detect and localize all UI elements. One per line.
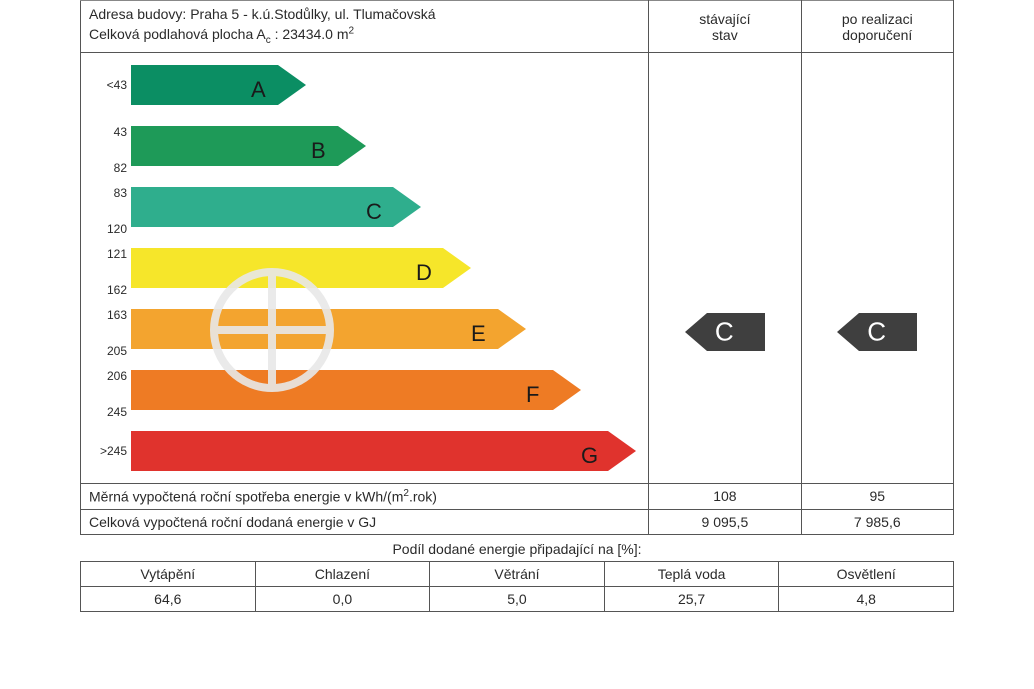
indicator-current-cell: C — [649, 53, 801, 484]
bar-shape — [131, 65, 306, 105]
bar-shape — [131, 126, 366, 166]
range-label: <43 — [89, 79, 127, 92]
rating-indicator: C — [837, 313, 917, 351]
share-header: Osvětlení — [779, 561, 954, 586]
share-table: VytápěníChlazeníVětráníTeplá vodaOsvětle… — [80, 561, 954, 612]
share-header: Vytápění — [81, 561, 256, 586]
specific-consumption-after: 95 — [801, 484, 953, 510]
bar-shape — [131, 309, 526, 349]
range-label-hi: 82 — [89, 162, 127, 175]
range-label-lo: 163 — [89, 309, 127, 322]
share-header: Chlazení — [255, 561, 430, 586]
indicator-letter: C — [715, 316, 734, 347]
share-value: 5,0 — [430, 586, 605, 611]
bar-shape — [131, 370, 581, 410]
energy-bar-b: 43 82 B — [81, 122, 648, 179]
specific-consumption-current: 108 — [649, 484, 801, 510]
range-label-lo: 121 — [89, 248, 127, 261]
energy-bar-e: 163 205 E — [81, 305, 648, 362]
total-energy-current: 9 095,5 — [649, 509, 801, 534]
range-label-lo: 83 — [89, 187, 127, 200]
address-line: Adresa budovy: Praha 5 - k.ú.Stodůlky, u… — [89, 6, 436, 22]
energy-bar-c: 83 120 C — [81, 183, 648, 240]
energy-bar-f: 206 245 F — [81, 366, 648, 423]
range-label-hi: 162 — [89, 284, 127, 297]
bar-shape — [131, 431, 636, 471]
share-value: 0,0 — [255, 586, 430, 611]
share-header: Teplá voda — [604, 561, 779, 586]
range-label: >245 — [89, 445, 127, 458]
bar-letter: B — [311, 138, 326, 164]
share-value: 64,6 — [81, 586, 256, 611]
bar-letter: A — [251, 77, 266, 103]
energy-bar-g: >245 G — [81, 427, 648, 484]
range-label-lo: 206 — [89, 370, 127, 383]
indicator-letter: C — [867, 316, 886, 347]
specific-consumption-label: Měrná vypočtená roční spotřeba energie v… — [81, 484, 649, 510]
range-label-lo: 43 — [89, 126, 127, 139]
rating-indicator: C — [685, 313, 765, 351]
share-value: 4,8 — [779, 586, 954, 611]
share-header: Větrání — [430, 561, 605, 586]
range-label-hi: 205 — [89, 345, 127, 358]
bar-letter: E — [471, 321, 486, 347]
energy-certificate-table: Adresa budovy: Praha 5 - k.ú.Stodůlky, u… — [80, 0, 954, 535]
energy-bar-a: <43 A — [81, 61, 648, 118]
col-after-header: po realizacidoporučení — [801, 1, 953, 53]
range-label-hi: 120 — [89, 223, 127, 236]
range-label-hi: 245 — [89, 406, 127, 419]
bar-letter: F — [526, 382, 539, 408]
header-address-area: Adresa budovy: Praha 5 - k.ú.Stodůlky, u… — [81, 1, 649, 53]
energy-bars-chart: <43 A 43 82 B 83 120 C 121 162 D 163 205 E 206 245 F >245… — [81, 53, 649, 484]
share-value: 25,7 — [604, 586, 779, 611]
col-current-header: stávajícístav — [649, 1, 801, 53]
area-line: Celková podlahová plocha Ac : 23434.0 m2 — [89, 26, 354, 42]
total-energy-label: Celková vypočtená roční dodaná energie v… — [81, 509, 649, 534]
share-title: Podíl dodané energie připadající na [%]: — [80, 535, 954, 561]
bar-letter: D — [416, 260, 432, 286]
total-energy-after: 7 985,6 — [801, 509, 953, 534]
bar-letter: C — [366, 199, 382, 225]
indicator-after-cell: C — [801, 53, 953, 484]
energy-bar-d: 121 162 D — [81, 244, 648, 301]
bar-letter: G — [581, 443, 598, 469]
